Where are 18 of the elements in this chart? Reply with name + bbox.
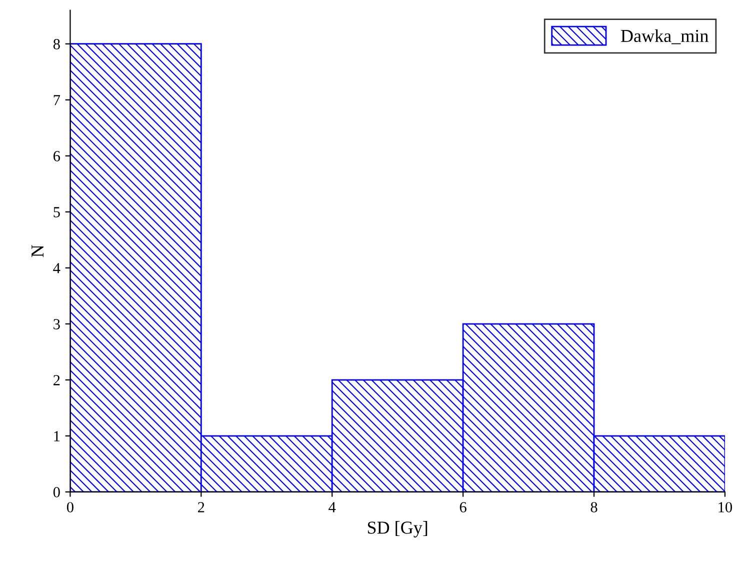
- x-axis-title: SD [Gy]: [368, 521, 428, 538]
- y-tick-label: 8: [53, 39, 60, 50]
- y-tick-label: 7: [54, 95, 60, 106]
- x-tick-label: 2: [198, 502, 204, 512]
- y-tick-label: 2: [54, 375, 60, 386]
- y-tick-label: 4: [53, 263, 60, 274]
- x-tick-label: 8: [590, 502, 598, 512]
- y-tick-label: 5: [54, 207, 60, 218]
- y-tick-label: 6: [54, 151, 60, 162]
- x-tick-label: 0: [66, 502, 74, 512]
- y-tick-label: 1: [54, 431, 60, 442]
- y-tick-label: 3: [54, 319, 60, 330]
- x-tick-label: 4: [328, 502, 336, 512]
- y-tick-label: 0: [53, 487, 60, 498]
- legend-label: Dawka_min: [620, 29, 708, 44]
- y-axis-title: N: [32, 244, 44, 258]
- x-tick-label: 10: [718, 502, 732, 512]
- x-tick-label: 6: [460, 502, 466, 512]
